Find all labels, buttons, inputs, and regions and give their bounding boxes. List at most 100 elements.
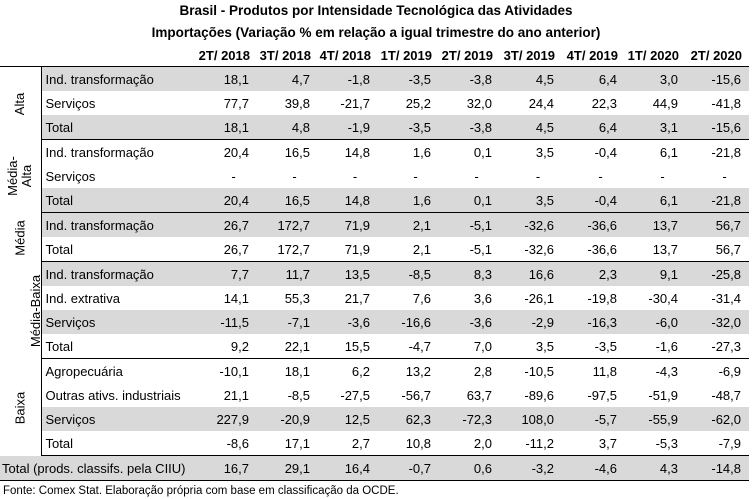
table-row: Total 18,1 4,8 -1,9 -3,5 -3,8 4,5 6,4 3,1 -15,6: [0, 115, 749, 140]
table-cell: -2,9: [500, 310, 562, 334]
table-cell: -15,6: [686, 66, 749, 91]
header-row: 2T/ 2018 3T/ 2018 4T/ 2018 1T/ 2019 2T/ …: [0, 44, 749, 67]
table-cell: -20,9: [257, 407, 318, 431]
table-cell: -26,1: [524, 290, 554, 306]
table-cell: 3,7: [562, 431, 625, 456]
table-cell: 6,1: [625, 188, 686, 213]
table-cell: -3,8: [439, 115, 500, 140]
table-cell: 10,8: [378, 431, 439, 456]
row-label: Total: [41, 188, 196, 213]
table-cell: 2,0: [439, 431, 500, 456]
table-cell: 7,6: [412, 290, 431, 306]
table-cell: 63,7: [466, 387, 492, 403]
table-cell: -: [598, 168, 603, 184]
group-label: Média- Alta: [0, 139, 42, 213]
table-cell: 77,7: [223, 95, 249, 111]
table-cell: -21,7: [340, 95, 370, 111]
table-cell: 4,7: [257, 66, 318, 91]
group-name: Média: [12, 219, 28, 256]
row-label: Ind. transformação: [41, 66, 196, 91]
table-cell: 1,6: [378, 188, 439, 213]
col-header: 3T/ 2019: [500, 44, 562, 67]
table-cell: 7,0: [439, 334, 500, 359]
table-cell: 15,5: [318, 334, 378, 359]
table-row: Serviços -11,5 -7,1 -3,6 -16,6 -3,6 -2,9 -16,3-…: [0, 310, 749, 334]
table-cell: -55,9: [625, 407, 686, 431]
row-label: Total: [41, 334, 196, 359]
group-name: Média-Baixa: [28, 274, 41, 347]
table-cell: 22,1: [257, 334, 318, 359]
table-row: Média-Baixa Ind. transformação 7,7 11,7 13,5…: [0, 261, 749, 359]
table-cell: -27,3: [686, 334, 749, 359]
table-cell: -62,0: [686, 407, 749, 431]
table-cell: -10,5: [524, 363, 554, 379]
table-row: Baixa Agropecuária -10,1 18,1 6,2 13,2 2,8 -10,…: [0, 358, 749, 456]
table-cell: 71,9: [318, 212, 378, 237]
table-row: Serviços 227,9 -20,9 12,5 62,3 -72,3 108,0 -5,7…: [0, 407, 749, 431]
table-cell: -8,5: [287, 387, 310, 403]
table-cell: -11,2: [500, 431, 562, 456]
table-cell: 18,1: [284, 363, 310, 379]
table-row: Serviços - - - - - - - - -: [0, 164, 749, 188]
table-cell: -: [722, 168, 727, 184]
row-label: Serviços: [45, 95, 96, 111]
table-cell: 6,1: [659, 144, 678, 160]
table-cell: 16,5: [284, 144, 310, 160]
table-cell: 55,3: [284, 290, 310, 306]
table-cell: 6,4: [562, 115, 625, 140]
table-cell: -14,8: [686, 455, 749, 481]
table-cell: 56,7: [686, 212, 749, 237]
col-header: 1T/ 2019: [378, 44, 439, 67]
row-label: Serviços: [45, 168, 96, 184]
table-cell: -3,8: [439, 66, 500, 91]
table-cell: -0,4: [594, 144, 617, 160]
table-cell: 108,0: [500, 407, 562, 431]
col-header: 2T/ 2020: [686, 44, 749, 67]
group-label: Baixa: [0, 358, 42, 456]
table-cell: -3,6: [318, 310, 378, 334]
table-cell: -5,1: [439, 237, 500, 262]
table-cell: 21,1: [223, 387, 249, 403]
col-header: 4T/ 2019: [562, 44, 625, 67]
table-row: Ind. extrativa 14,1 55,3 21,7 7,6 3,6 -26,1 -19…: [0, 286, 749, 310]
table-cell: 3,5: [500, 334, 562, 359]
table-cell: -7,9: [686, 431, 749, 456]
table-cell: -36,6: [562, 212, 625, 237]
table-cell: 11,8: [592, 363, 617, 379]
table-cell: 62,3: [378, 407, 439, 431]
table-cell: -56,7: [401, 387, 431, 403]
table-cell: -8,6: [196, 431, 257, 456]
data-table: 2T/ 2018 3T/ 2018 4T/ 2018 1T/ 2019 2T/ …: [0, 44, 749, 481]
table-cell: 16,6: [500, 261, 562, 286]
table-cell: 13,7: [625, 212, 686, 237]
table-cell: -6,9: [718, 363, 741, 379]
table-row: Outras ativs. industriais 21,1 -8,5 -27,5 -5…: [0, 383, 749, 407]
table-cell: 3,5: [500, 188, 562, 213]
table-cell: -21,8: [711, 144, 741, 160]
table-cell: 3,6: [473, 290, 492, 306]
grand-total-label: Total (prods. classifs. pela CIIU): [0, 455, 196, 481]
table-cell: -21,8: [686, 188, 749, 213]
table-cell: 8,3: [439, 261, 500, 286]
group-name-line2: Alta: [19, 164, 35, 188]
table-cell: 2,8: [473, 363, 492, 379]
table-cell: -32,6: [500, 212, 562, 237]
table-cell: -16,3: [562, 310, 625, 334]
table-cell: -3,5: [378, 115, 439, 140]
table-row: Total -8,6 17,1 2,7 10,8 2,0 -11,2 3,7 -5,3 -7,9: [0, 431, 749, 456]
table-cell: -97,5: [587, 387, 617, 403]
table-cell: -3,5: [562, 334, 625, 359]
col-header: 2T/ 2019: [439, 44, 500, 67]
table-cell: -0,7: [378, 455, 439, 481]
table-cell: 32,0: [466, 95, 492, 111]
table-cell: -32,0: [686, 310, 749, 334]
table-cell: 2,1: [378, 237, 439, 262]
table-cell: 172,7: [257, 212, 318, 237]
table-cell: -51,9: [648, 387, 678, 403]
row-label: Agropecuária: [45, 363, 123, 379]
table-cell: 3,5: [535, 144, 554, 160]
row-label: Ind. transformação: [41, 212, 196, 237]
table-cell: -1,8: [318, 66, 378, 91]
table-cell: 71,9: [318, 237, 378, 262]
group-name: Baixa: [12, 391, 28, 424]
